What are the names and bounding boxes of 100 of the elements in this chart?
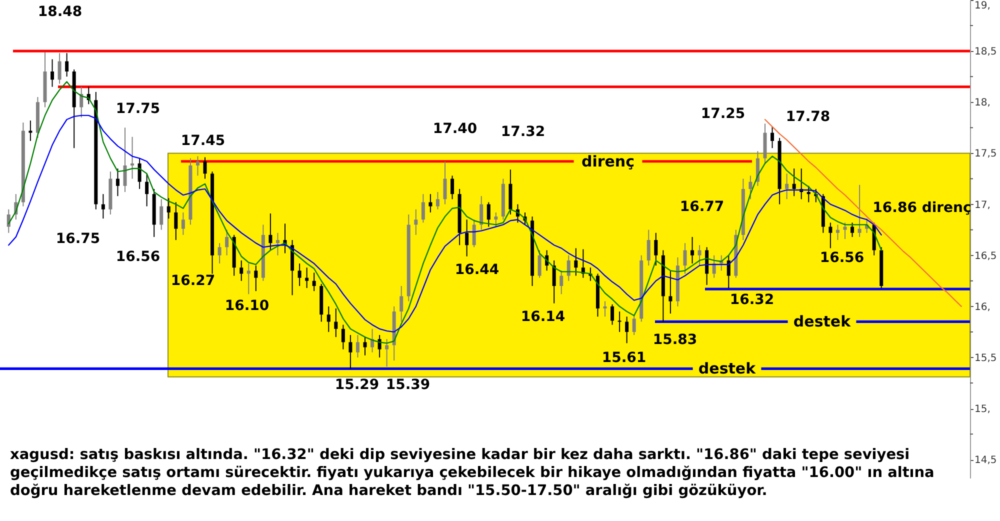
y-tick-label: 19, (974, 0, 990, 12)
candlestick (698, 244, 702, 266)
candlestick (65, 52, 69, 78)
candlestick (298, 263, 302, 286)
candlestick (610, 304, 614, 326)
candlestick (574, 248, 578, 276)
annotation: xagusd: satış baskısı altında. "16.32" deki dip seviyesine kadar bir kez daha sarktı. "16.86" daki tepe seviyesi geçilmedikçe satış ortamı sürecektir. fiyatı yukarıya çekebilecek bir hikaye olmadığından fiyatta "16.00" ın altına doğru hareketlenme devam edebilir. Ana hareket bandı "15.50-17.50" aralığı gibi gözüküyor. (10, 447, 934, 499)
candlestick (218, 242, 222, 264)
candlestick (552, 260, 556, 304)
candlestick (836, 224, 840, 241)
annotation: 17.78 (786, 109, 830, 125)
candlestick (465, 219, 469, 257)
annotation: 17.45 (180, 133, 226, 149)
candlestick (341, 324, 345, 350)
candlestick (683, 242, 687, 274)
candlestick (560, 270, 564, 295)
candlestick (246, 263, 250, 295)
candlestick (356, 334, 360, 358)
candlestick (450, 175, 454, 200)
annotation: 18.48 (38, 4, 82, 20)
annotation: 17.32 (500, 124, 546, 140)
annotation: 16.56 (116, 249, 160, 265)
candlestick (436, 192, 440, 210)
annotation: 16.10 (224, 298, 270, 314)
candlestick (254, 265, 258, 292)
candlestick (50, 58, 54, 88)
annotation: 15.83 (652, 332, 698, 348)
candlestick (196, 156, 200, 176)
candlestick (414, 208, 418, 236)
candlestick (850, 222, 854, 238)
candlestick (116, 168, 120, 197)
candlestick (654, 232, 658, 266)
candlestick (123, 127, 127, 193)
candlestick (203, 156, 207, 180)
candlestick (726, 254, 730, 289)
candlestick (348, 334, 352, 370)
annotation: 17.25 (700, 106, 746, 122)
candlestick (160, 198, 164, 230)
candlestick (443, 160, 447, 205)
candlestick (603, 300, 607, 318)
candlestick (472, 219, 476, 248)
candlestick (494, 212, 498, 228)
candlestick (174, 202, 178, 241)
annotation: 17.75 (116, 101, 160, 117)
candlestick (480, 196, 484, 230)
annotation: 17.40 (432, 121, 478, 137)
candlestick (363, 336, 367, 356)
candlestick (305, 267, 309, 289)
candlestick (785, 173, 789, 200)
annotation: 16.32 (730, 292, 774, 308)
y-tick-label: 16, (974, 302, 990, 313)
candlestick (486, 202, 490, 228)
y-tick-label: 18,5 (974, 46, 997, 58)
annotation: 16.75 (56, 231, 100, 247)
annotation: 16.14 (520, 309, 566, 325)
candlestick (770, 126, 774, 149)
y-tick-label: 15, (974, 404, 990, 416)
candlestick (428, 194, 432, 213)
candlestick (166, 198, 170, 220)
annotation: 15.61 (602, 350, 646, 366)
candlestick (101, 194, 105, 220)
candlestick (625, 316, 629, 344)
annotation: 16.27 (170, 273, 216, 289)
candlestick (538, 250, 542, 278)
candlestick (618, 311, 622, 332)
candlestick (792, 168, 796, 197)
annotation: 16.56 (820, 250, 864, 266)
annotation: 15.39 (386, 377, 430, 393)
candlestick (326, 306, 330, 332)
candlestick (130, 136, 134, 180)
y-tick-label: 17, (974, 200, 990, 211)
candlestick (225, 229, 229, 256)
candlestick (843, 222, 847, 240)
candlestick (668, 270, 672, 314)
ref-line-label: destek (793, 312, 852, 331)
candlestick (705, 246, 709, 286)
candlestick (240, 260, 244, 282)
candlestick (858, 184, 862, 238)
candlestick (138, 158, 142, 190)
y-tick-label: 18, (974, 98, 990, 109)
y-tick-label: 16,5 (974, 250, 997, 262)
candlestick (334, 308, 338, 338)
candlestick (646, 229, 650, 266)
candlestick (276, 232, 280, 256)
annotation: 16.86 direnç (872, 200, 972, 216)
candlestick (748, 175, 752, 200)
candlestick (268, 212, 272, 251)
y-tick-label: 14,5 (974, 455, 997, 466)
candlestick (566, 254, 570, 282)
candlestick (690, 236, 694, 264)
candlestick (312, 272, 316, 292)
candlestick (58, 52, 62, 84)
candlestick (400, 285, 404, 322)
candlestick (378, 334, 382, 358)
annotation: 15.29 (334, 377, 380, 393)
candlestick (181, 212, 185, 236)
candlestick (28, 120, 32, 142)
candlestick (145, 173, 149, 207)
candlestick (385, 338, 389, 368)
annotation: 16.44 (454, 262, 500, 278)
